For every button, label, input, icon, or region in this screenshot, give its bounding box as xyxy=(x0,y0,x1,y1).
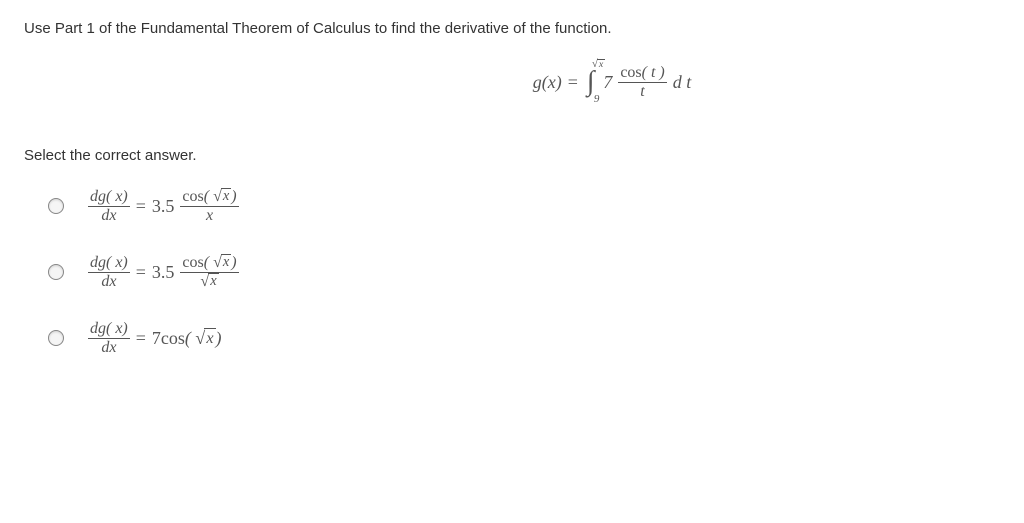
question-prompt: Use Part 1 of the Fundamental Theorem of… xyxy=(24,20,1000,37)
eq-lhs: g(x) xyxy=(533,72,562,93)
eq-integrand-frac: cos( t ) t xyxy=(618,64,666,100)
choice-equation: dg( x) dx = 7cos( x) xyxy=(88,320,222,356)
eq-differential: d t xyxy=(673,72,692,93)
choice-equation: dg( x) dx = 3.5 cos( x) x xyxy=(88,254,239,290)
choice-radio[interactable] xyxy=(48,330,64,346)
choice-row: dg( x) dx = 3.5 cos( x) x xyxy=(48,254,1000,290)
eq-integral-sign: x ∫ 9 xyxy=(584,57,597,107)
choice-row: dg( x) dx = 3.5 cos( x) x xyxy=(48,188,1000,224)
choice-radio[interactable] xyxy=(48,264,64,280)
choices-container: dg( x) dx = 3.5 cos( x) x dg( x) dx = 3.… xyxy=(24,188,1000,357)
equation-display: g(x) = x ∫ 9 7 cos( t ) t d t xyxy=(24,57,1000,107)
eq-constant: 7 xyxy=(603,72,612,93)
choice-radio[interactable] xyxy=(48,198,64,214)
eq-equals: = xyxy=(568,72,578,93)
choice-row: dg( x) dx = 7cos( x) xyxy=(48,320,1000,356)
select-answer-label: Select the correct answer. xyxy=(24,147,1000,164)
choice-equation: dg( x) dx = 3.5 cos( x) x xyxy=(88,188,239,224)
